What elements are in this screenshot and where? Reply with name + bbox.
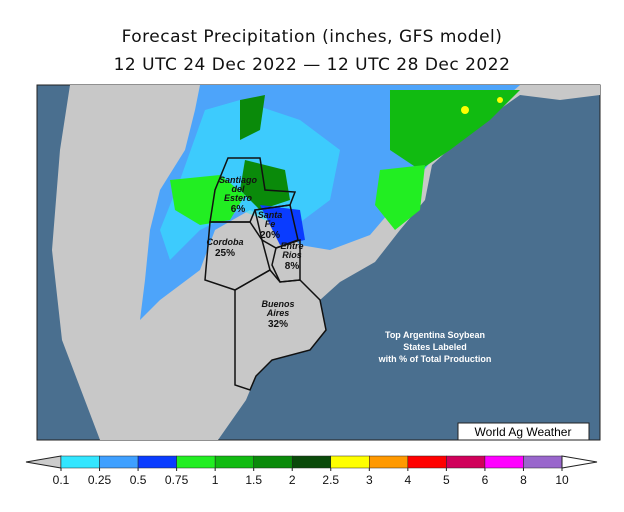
- province-share: 32%: [268, 319, 288, 330]
- province-name: Cordoba: [207, 237, 244, 247]
- province-share: 6%: [231, 204, 246, 215]
- province-name: Buenos: [261, 299, 294, 309]
- province-name: Santa: [258, 210, 283, 220]
- precip-area: [497, 97, 503, 103]
- colorbar-segment: [253, 455, 293, 469]
- tick-label: 2: [289, 473, 296, 487]
- annotation: with % of Total Production: [378, 354, 492, 364]
- colorbar-segment: [446, 455, 486, 469]
- tick-label: 1.5: [245, 473, 262, 487]
- tick-label: 0.5: [130, 473, 147, 487]
- colorbar-segment: [523, 455, 563, 469]
- colorbar-segment: [60, 455, 100, 469]
- precip-area: [390, 90, 520, 170]
- colorbar-segment: [291, 455, 332, 469]
- tick-label: 0.25: [88, 473, 112, 487]
- province-name: Santiago: [219, 175, 258, 185]
- tick-label: 2.5: [322, 473, 339, 487]
- province-name: Rios: [282, 250, 302, 260]
- tick-label: 8: [520, 473, 527, 487]
- colorbar-segment: [369, 455, 409, 469]
- province-share: 20%: [260, 230, 280, 241]
- precip-area: [375, 165, 425, 230]
- colorbar-segment: [99, 455, 139, 469]
- precip-area: [240, 95, 265, 140]
- tick-label: 1: [212, 473, 219, 487]
- precip-area: [461, 106, 469, 114]
- tick-label: 5: [443, 473, 450, 487]
- subtitle: 12 UTC 24 Dec 2022 — 12 UTC 28 Dec 2022: [114, 55, 511, 75]
- tick-label: 3: [366, 473, 373, 487]
- province-name: Aires: [266, 308, 290, 318]
- colorbar-segment: [214, 455, 254, 469]
- tick-label: 4: [405, 473, 412, 487]
- province-name: Estero: [224, 193, 253, 203]
- annotation: Top Argentina Soybean: [385, 330, 485, 340]
- tick-label: 10: [555, 473, 569, 487]
- tick-label: 0.75: [165, 473, 189, 487]
- colorbar-segment: [330, 455, 370, 469]
- colorbar-under: [25, 455, 62, 469]
- colorbar: 0.1 0.25 0.5 0.75 1 1.5 2 2.5 3 4 5 6 8 10: [25, 455, 598, 487]
- land: [430, 85, 600, 100]
- colorbar-segment: [176, 455, 216, 469]
- province-share: 8%: [285, 261, 300, 272]
- colorbar-over: [561, 455, 598, 469]
- precip-area: [240, 160, 290, 210]
- tick-label: 0.1: [53, 473, 70, 487]
- precip-area: [170, 175, 245, 225]
- credit: World Ag Weather: [475, 425, 572, 439]
- province-name: Fe: [265, 219, 276, 229]
- tick-label: 6: [482, 473, 489, 487]
- province-name: Entre: [280, 241, 303, 251]
- credit-box: [457, 422, 590, 441]
- colorbar-segment: [137, 455, 177, 469]
- province-share: 25%: [215, 248, 235, 259]
- colorbar-segment: [484, 455, 524, 469]
- colorbar-segment: [407, 455, 447, 469]
- province-borders: [204, 157, 327, 391]
- annotation: States Labeled: [403, 342, 467, 352]
- title: Forecast Precipitation (inches, GFS mode…: [122, 27, 503, 47]
- precip-area: [260, 205, 305, 245]
- province-name: del: [231, 184, 245, 194]
